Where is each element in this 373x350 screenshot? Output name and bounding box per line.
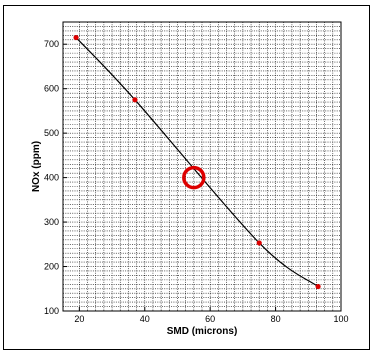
- y-tick-label: 300: [44, 217, 59, 227]
- y-tick-label: 400: [44, 173, 59, 183]
- x-tick-label: 20: [74, 314, 84, 324]
- data-point: [256, 240, 262, 246]
- axis-ticks: 20 40 60 80 100 100 200 300 400 500 600 700: [44, 39, 349, 324]
- nox-vs-smd-chart: 20 40 60 80 100 100 200 300 400 500 600 700 SMD (mi…: [31, 21, 349, 337]
- y-tick-label: 500: [44, 128, 59, 138]
- y-tick-label: 100: [44, 306, 59, 316]
- data-points: [73, 34, 321, 290]
- x-tick-label: 40: [140, 314, 150, 324]
- plot-area: [62, 21, 342, 312]
- y-tick-label: 700: [44, 39, 59, 49]
- series-line: [75, 37, 319, 288]
- data-point: [132, 97, 138, 103]
- grid: [63, 22, 341, 311]
- data-point: [315, 283, 321, 290]
- highlight-ring: [182, 165, 206, 190]
- y-axis-title: NOx (ppm): [31, 141, 42, 192]
- x-axis-title: SMD (microns): [167, 326, 238, 337]
- x-tick-label: 80: [271, 314, 281, 324]
- y-tick-label: 600: [44, 84, 59, 94]
- data-point: [73, 34, 79, 41]
- x-tick-label: 100: [333, 314, 348, 324]
- x-tick-label: 60: [205, 314, 215, 324]
- y-tick-label: 200: [44, 262, 59, 272]
